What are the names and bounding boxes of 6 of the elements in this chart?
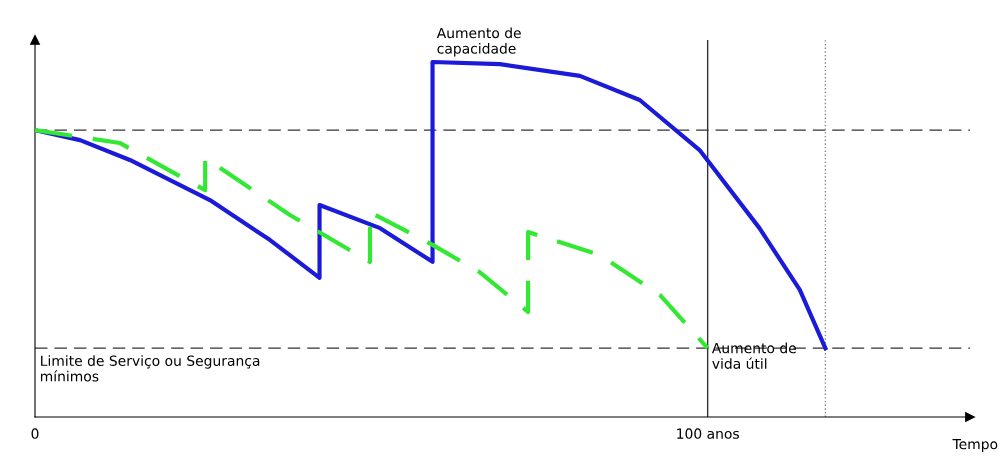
ref-line-label: Limite de Serviço ou Segurança mínimos <box>40 355 260 382</box>
x-axis-title: Tempo <box>952 438 998 452</box>
x-tick-label: 0 <box>31 428 39 439</box>
annotation: Aumento de capacidade <box>436 27 521 57</box>
annotation: Aumento de vida útil <box>711 342 796 369</box>
x-tick-label: 100 anos <box>677 428 739 439</box>
